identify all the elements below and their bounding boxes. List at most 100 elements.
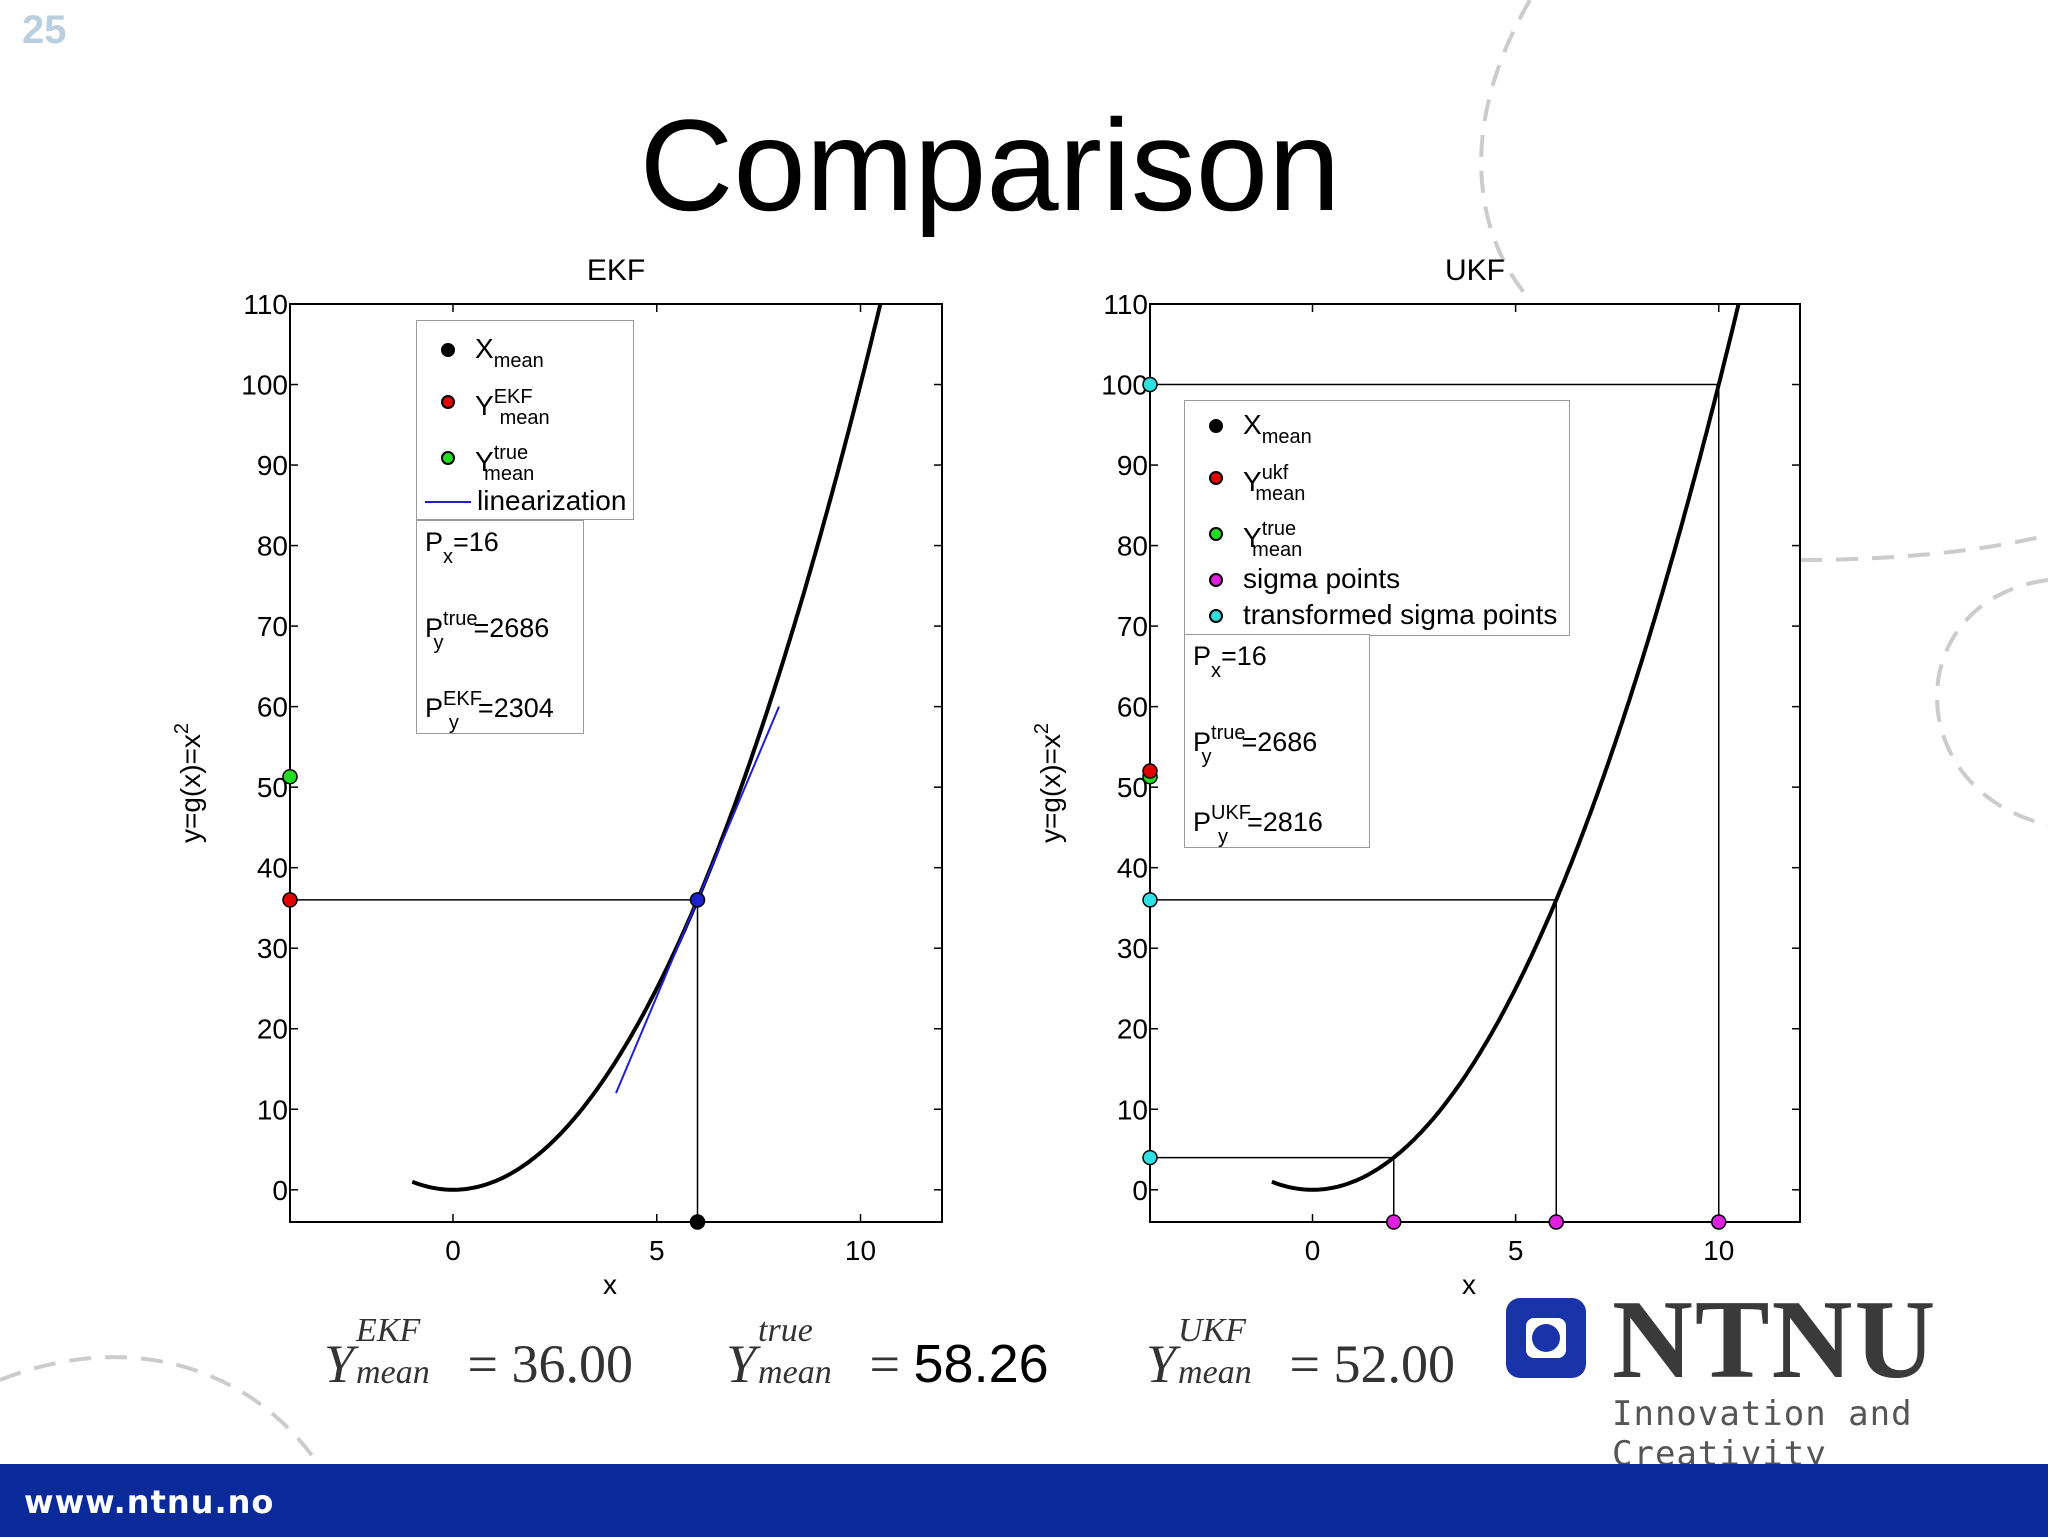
ntnu-logo-mark xyxy=(1506,1298,1586,1378)
equation-true-sub: mean xyxy=(758,1354,832,1391)
ukf-ytick-label: 80 xyxy=(1117,531,1148,562)
equation-true-symbol: Y xyxy=(726,1334,757,1394)
ukf-stat-line: Px=16 xyxy=(1193,641,1267,682)
footer-bar xyxy=(0,1464,2048,1537)
ukf-data-point xyxy=(1142,892,1158,908)
ukf-legend-item: Xmean xyxy=(1185,405,1569,448)
ukf-ytick-label: 0 xyxy=(1132,1175,1148,1206)
ukf-xtick-label: 0 xyxy=(1305,1235,1321,1266)
ekf-data-point xyxy=(282,892,298,908)
equation-true-equals: = xyxy=(869,1334,901,1394)
ukf-ytick-label: 90 xyxy=(1117,450,1148,481)
ekf-ytick-label: 0 xyxy=(272,1175,288,1206)
ekf-legend-label: YEKFmean xyxy=(475,386,550,429)
ekf-ytick-label: 90 xyxy=(257,450,288,481)
slide-title: Comparison xyxy=(639,92,1341,238)
ekf-ytick-label: 20 xyxy=(257,1014,288,1045)
ukf-legend-label: transformed sigma points xyxy=(1243,599,1558,630)
ekf-ytick-label: 10 xyxy=(257,1094,288,1125)
ekf-legend-label: Xmean xyxy=(475,333,544,372)
equation-ekf: Y EKF mean = 36.00 xyxy=(324,1314,634,1394)
ukf-legend-item: sigma points xyxy=(1185,559,1569,599)
ukf-data-point xyxy=(1386,1214,1402,1230)
ukf-data-point xyxy=(1548,1214,1564,1230)
equation-ekf-equals: = xyxy=(467,1334,499,1394)
ukf-chart-title: UKF xyxy=(1445,254,1505,287)
ekf-ytick-label: 110 xyxy=(243,289,288,320)
ntnu-logo-tagline: Innovation and Creativity xyxy=(1612,1394,1913,1474)
ekf-legend-marker xyxy=(441,395,455,409)
ukf-legend-marker xyxy=(1209,573,1223,587)
equation-ukf-value: 52.00 xyxy=(1333,1334,1456,1394)
ekf-stat-line: PEKFy =2304 xyxy=(425,688,554,734)
ukf-stat-line: Ptruey =2686 xyxy=(1193,722,1318,768)
ekf-stat-line: Ptruey =2686 xyxy=(425,608,550,654)
ekf-chart-title: EKF xyxy=(587,254,645,287)
ukf-legend-marker xyxy=(1209,527,1223,541)
equation-ukf-symbol: Y xyxy=(1146,1334,1177,1394)
ekf-xtick-label: 10 xyxy=(845,1235,876,1266)
ekf-legend-label: linearization xyxy=(477,485,627,516)
ukf-legend-marker xyxy=(1209,471,1223,485)
slide-number: 25 xyxy=(22,8,67,52)
ekf-xlabel: x xyxy=(603,1269,617,1300)
ekf-legend-label: Ytruemean xyxy=(475,442,535,485)
ukf-xtick-label: 5 xyxy=(1508,1235,1524,1266)
ukf-stat-line: PUKFy =2816 xyxy=(1193,802,1323,848)
equation-ekf-sup: EKF xyxy=(356,1312,421,1349)
ekf-legend-marker xyxy=(441,343,455,357)
ukf-legend: Xmean Yukfmean Ytruemean sigma points transf… xyxy=(1184,400,1570,636)
equation-ukf-sup: UKF xyxy=(1178,1312,1247,1349)
ekf-ytick-label: 100 xyxy=(241,370,288,401)
ukf-stats-box: Px=16 Ptruey =2686 PUKFy =2816 xyxy=(1184,634,1370,848)
ukf-legend-item: transformed sigma points xyxy=(1185,595,1569,635)
ekf-data-point xyxy=(689,892,706,908)
ekf-stat-line: Px=16 xyxy=(425,527,499,568)
ekf-legend-marker xyxy=(425,501,471,503)
equation-ukf: Y UKF mean = 52.00 xyxy=(1146,1314,1456,1394)
ukf-ytick-label: 10 xyxy=(1117,1094,1148,1125)
ukf-ytick-label: 60 xyxy=(1117,692,1148,723)
ekf-legend-item: linearization xyxy=(417,481,633,521)
ukf-data-point xyxy=(1711,1214,1727,1230)
ekf-ytick-label: 30 xyxy=(257,933,288,964)
ekf-ytick-label: 40 xyxy=(257,853,288,884)
ukf-curve xyxy=(1271,304,1741,1192)
ukf-ytick-label: 110 xyxy=(1103,289,1148,320)
ukf-legend-item: Yukfmean xyxy=(1185,457,1569,504)
equation-ukf-sub: mean xyxy=(1178,1354,1252,1391)
ekf-plot-frame xyxy=(289,303,943,1223)
ukf-data-point xyxy=(1142,376,1158,393)
ekf-ytick-label: 80 xyxy=(257,531,288,562)
ukf-data-point xyxy=(1142,763,1158,779)
ekf-xtick-label: 0 xyxy=(445,1235,461,1266)
equation-ekf-value: 36.00 xyxy=(511,1334,634,1394)
ukf-ytick-label: 20 xyxy=(1117,1014,1148,1045)
ntnu-logo-text: NTNU xyxy=(1612,1278,1938,1402)
ekf-legend-item: YEKFmean xyxy=(417,381,633,428)
ukf-ytick-label: 30 xyxy=(1117,933,1148,964)
footer-url-link[interactable]: www.ntnu.no xyxy=(24,1483,275,1521)
ekf-legend-marker xyxy=(441,451,455,465)
ukf-legend-label: sigma points xyxy=(1243,563,1401,594)
ekf-xtick-label: 5 xyxy=(649,1235,665,1266)
ukf-data-point xyxy=(1142,1149,1158,1166)
ekf-legend: Xmean YEKFmean Ytruemean linearization xyxy=(416,320,634,520)
ukf-legend-item: Ytruemean xyxy=(1185,513,1569,560)
ekf-stats-box: Px=16 Ptruey =2686 PEKFy =2304 xyxy=(416,520,584,734)
ekf-legend-item: Ytruemean xyxy=(417,437,633,484)
ekf-ylabel: y=g(x)=x2 xyxy=(171,723,206,843)
ukf-ytick-label: 70 xyxy=(1117,611,1148,642)
ukf-ylabel: y=g(x)=x2 xyxy=(1031,723,1066,843)
ukf-legend-label: Xmean xyxy=(1243,409,1312,448)
equation-ukf-equals: = xyxy=(1289,1334,1321,1394)
ukf-xtick-label: 10 xyxy=(1703,1235,1734,1266)
equation-true-value: 58.26 xyxy=(913,1334,1049,1394)
equation-true-sup: true xyxy=(758,1312,813,1349)
ekf-data-point xyxy=(689,1214,706,1230)
ekf-ytick-label: 60 xyxy=(257,692,288,723)
ukf-ytick-label: 100 xyxy=(1101,370,1148,401)
equation-ekf-symbol: Y xyxy=(324,1334,355,1394)
